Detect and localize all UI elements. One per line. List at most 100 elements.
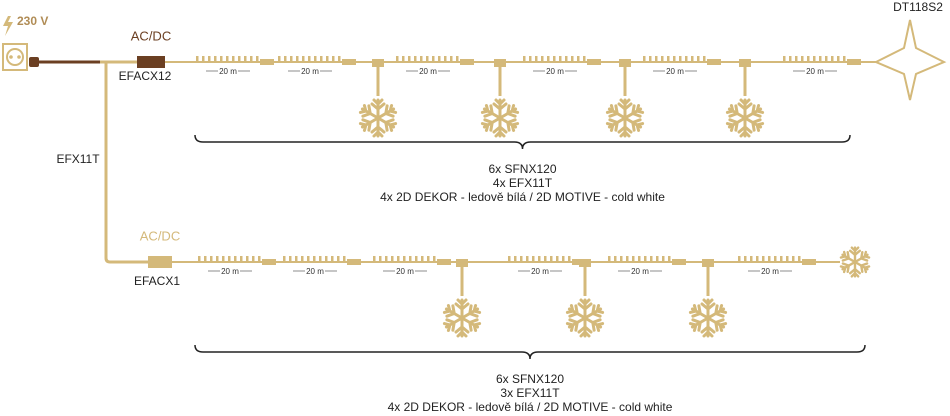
bulb bbox=[626, 256, 629, 262]
bulb bbox=[409, 256, 412, 262]
bulb bbox=[246, 256, 249, 262]
bulb bbox=[750, 256, 753, 262]
segment-length: 20 m bbox=[546, 67, 564, 76]
bulb bbox=[655, 56, 658, 62]
bulb bbox=[656, 256, 659, 262]
length-bg bbox=[630, 266, 650, 276]
bulb bbox=[768, 256, 771, 262]
segment-length: 20 m bbox=[631, 267, 649, 276]
length-bg bbox=[300, 66, 320, 76]
bulb bbox=[391, 256, 394, 262]
bulb bbox=[379, 256, 382, 262]
bulb bbox=[786, 256, 789, 262]
converter-name: EFACX1 bbox=[134, 274, 180, 288]
length-bg bbox=[760, 266, 780, 276]
bulb bbox=[643, 56, 646, 62]
bulb bbox=[685, 56, 688, 62]
bulb bbox=[583, 56, 586, 62]
brace bbox=[194, 134, 851, 150]
segment-length: 20 m bbox=[306, 267, 324, 276]
bulb bbox=[571, 56, 574, 62]
connector bbox=[802, 259, 816, 265]
bulb bbox=[650, 256, 653, 262]
bulb bbox=[668, 256, 671, 262]
bulb bbox=[837, 56, 840, 62]
bulb bbox=[228, 256, 231, 262]
bulb bbox=[433, 256, 436, 262]
bulb bbox=[556, 256, 559, 262]
bulb bbox=[691, 56, 694, 62]
socket-face bbox=[6, 48, 24, 66]
length-bg bbox=[530, 266, 550, 276]
bulb bbox=[420, 56, 423, 62]
bulb bbox=[319, 256, 322, 262]
snowflake bbox=[481, 100, 518, 136]
bulb bbox=[608, 256, 611, 262]
length-bg bbox=[418, 66, 438, 76]
snowflake bbox=[359, 100, 396, 136]
bulb bbox=[673, 56, 676, 62]
snowflake bbox=[689, 300, 726, 336]
bulb bbox=[301, 256, 304, 262]
bulb bbox=[432, 56, 435, 62]
bulb bbox=[529, 56, 532, 62]
bulb bbox=[326, 56, 329, 62]
brace-text: 3x EFX11T bbox=[500, 386, 560, 400]
snowflake bbox=[726, 100, 763, 136]
bulb bbox=[523, 56, 526, 62]
bulb bbox=[338, 56, 341, 62]
bulb bbox=[825, 56, 828, 62]
bulb bbox=[789, 56, 792, 62]
bulb bbox=[514, 256, 517, 262]
bulb bbox=[792, 256, 795, 262]
bulb bbox=[762, 256, 765, 262]
bulb bbox=[577, 56, 580, 62]
bulb bbox=[535, 56, 538, 62]
bulb bbox=[414, 56, 417, 62]
bulb bbox=[332, 56, 335, 62]
bulb bbox=[278, 56, 281, 62]
bulb bbox=[614, 256, 617, 262]
bulb bbox=[222, 256, 225, 262]
bulb bbox=[337, 256, 340, 262]
bulb bbox=[202, 56, 205, 62]
segment-length: 20 m bbox=[301, 67, 319, 76]
bulb bbox=[744, 256, 747, 262]
bulb bbox=[450, 56, 453, 62]
bulb bbox=[244, 56, 247, 62]
cable bbox=[104, 62, 148, 264]
connector bbox=[847, 59, 861, 65]
length-bg bbox=[665, 66, 685, 76]
brace bbox=[194, 344, 866, 360]
bulb bbox=[638, 256, 641, 262]
bulb bbox=[568, 256, 571, 262]
connector bbox=[707, 59, 721, 65]
bulb bbox=[325, 256, 328, 262]
bulb bbox=[703, 56, 706, 62]
bulb bbox=[208, 56, 211, 62]
bulb bbox=[508, 256, 511, 262]
bulb bbox=[550, 256, 553, 262]
connector bbox=[672, 259, 686, 265]
bulb bbox=[204, 256, 207, 262]
bulb bbox=[831, 56, 834, 62]
bulb bbox=[256, 56, 259, 62]
bulb bbox=[403, 256, 406, 262]
brace-text: 4x 2D DEKOR - ledově bílá / 2D MOTIVE - … bbox=[380, 190, 665, 204]
bulb bbox=[320, 56, 323, 62]
bulb bbox=[313, 256, 316, 262]
bulb bbox=[553, 56, 556, 62]
bulb bbox=[813, 56, 816, 62]
bulb bbox=[343, 256, 346, 262]
bulb bbox=[234, 256, 237, 262]
star-label: DT118S2 bbox=[893, 0, 943, 14]
bulb bbox=[620, 256, 623, 262]
bulb bbox=[308, 56, 311, 62]
bulb bbox=[738, 256, 741, 262]
plug bbox=[29, 57, 39, 67]
bulb bbox=[562, 256, 565, 262]
bulb bbox=[290, 56, 293, 62]
bulb bbox=[801, 56, 804, 62]
segment-length: 20 m bbox=[396, 267, 414, 276]
connector bbox=[262, 259, 276, 265]
